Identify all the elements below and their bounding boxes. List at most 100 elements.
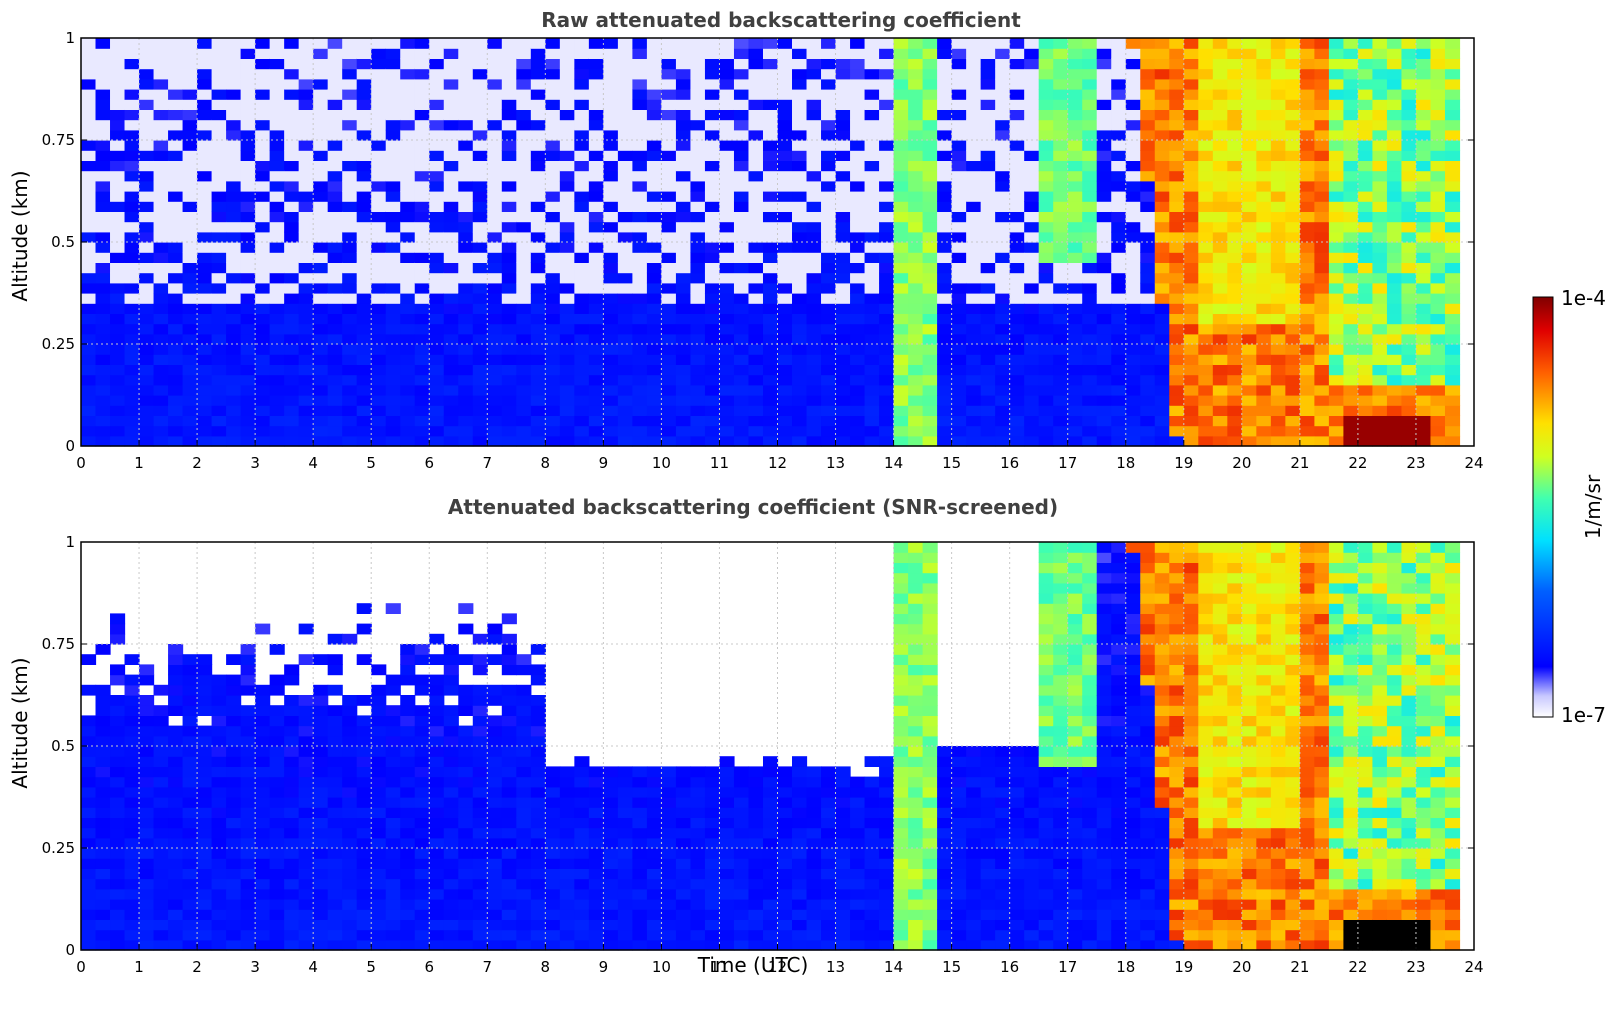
heatmap-cell — [835, 191, 851, 202]
heatmap-cell — [371, 405, 387, 416]
heatmap-cell — [1169, 282, 1185, 294]
heatmap-cell — [1096, 191, 1112, 202]
heatmap-cell — [937, 293, 953, 304]
heatmap-cell — [211, 807, 227, 818]
heatmap-cell — [1140, 109, 1156, 121]
heatmap-cell — [617, 262, 633, 274]
heatmap-cell — [646, 231, 663, 243]
heatmap-cell — [342, 119, 358, 131]
heatmap-cell — [559, 797, 575, 808]
x-tick-label: 12 — [768, 454, 787, 472]
heatmap-cell — [1067, 99, 1083, 110]
heatmap-cell — [908, 262, 924, 274]
heatmap-cell — [153, 878, 169, 890]
heatmap-cell — [400, 405, 416, 416]
heatmap-cell — [211, 364, 227, 376]
heatmap-cell — [1386, 180, 1403, 192]
heatmap-cell — [501, 354, 517, 365]
heatmap-cell — [1343, 293, 1359, 304]
heatmap-cell — [313, 364, 329, 376]
heatmap-cell — [342, 725, 358, 737]
heatmap-cell — [168, 746, 184, 757]
heatmap-cell — [298, 170, 314, 182]
heatmap-cell — [719, 78, 735, 90]
heatmap-cell — [1386, 323, 1403, 335]
heatmap-cell — [675, 405, 692, 416]
heatmap-cell — [603, 415, 619, 427]
heatmap-cell — [1444, 150, 1461, 161]
heatmap-cell — [139, 766, 155, 778]
heatmap-cell — [1024, 313, 1040, 325]
heatmap-cell — [1314, 129, 1330, 141]
heatmap-cell — [284, 705, 300, 716]
heatmap-cell — [675, 58, 692, 70]
heatmap-cell — [1241, 354, 1257, 365]
heatmap-cell — [95, 878, 111, 890]
heatmap-cell — [1154, 48, 1170, 59]
heatmap-cell — [937, 333, 953, 345]
heatmap-cell — [995, 344, 1011, 355]
heatmap-cell — [748, 78, 764, 90]
heatmap-cell — [327, 929, 343, 941]
heatmap-cell — [1357, 395, 1374, 406]
heatmap-cell — [95, 909, 111, 920]
heatmap-cell — [168, 827, 184, 839]
heatmap-cell — [835, 293, 851, 304]
heatmap-cell — [1154, 395, 1170, 406]
heatmap-cell — [617, 415, 633, 427]
heatmap-cell — [1386, 262, 1403, 274]
heatmap-cell — [1024, 252, 1040, 263]
heatmap-cell — [313, 262, 329, 274]
heatmap-cell — [690, 837, 706, 849]
heatmap-cell — [487, 735, 503, 747]
heatmap-cell — [487, 38, 503, 49]
heatmap-cell — [139, 674, 155, 686]
heatmap-cell — [574, 776, 590, 788]
heatmap-cell — [458, 415, 474, 427]
heatmap-cell — [139, 129, 155, 141]
heatmap-cell — [400, 180, 416, 192]
heatmap-cell — [1415, 160, 1432, 172]
heatmap-cell — [472, 715, 488, 727]
heatmap-cell — [139, 395, 155, 406]
heatmap-cell — [240, 878, 256, 890]
heatmap-cell — [429, 293, 445, 304]
heatmap-cell — [429, 858, 445, 869]
heatmap-cell — [81, 776, 97, 788]
heatmap-cell — [545, 150, 561, 161]
heatmap-cell — [1444, 109, 1461, 121]
heatmap-cell — [1140, 48, 1156, 59]
heatmap-cell — [1415, 68, 1432, 80]
heatmap-cell — [197, 252, 213, 263]
heatmap-cell — [385, 797, 401, 808]
heatmap-cell — [400, 48, 416, 59]
heatmap-cell — [1357, 68, 1374, 80]
heatmap-cell — [110, 119, 126, 131]
heatmap-cell — [255, 837, 271, 849]
heatmap-cell — [226, 78, 242, 90]
heatmap-cell — [1154, 150, 1170, 161]
heatmap-cell — [792, 99, 808, 110]
heatmap-cell — [559, 364, 575, 376]
heatmap-cell — [574, 78, 590, 90]
heatmap-cell — [81, 425, 97, 437]
heatmap-cell — [284, 664, 300, 676]
x-tick-label: 4 — [308, 454, 318, 472]
heatmap-cell — [226, 674, 242, 686]
heatmap-cell — [1415, 282, 1432, 294]
heatmap-cell — [269, 858, 285, 869]
heatmap-cell — [704, 405, 721, 416]
heatmap-cell — [1343, 303, 1359, 314]
heatmap-cell — [588, 201, 604, 212]
heatmap-cell — [1256, 282, 1272, 294]
heatmap-cell — [516, 231, 532, 243]
heatmap-cell — [530, 89, 546, 100]
heatmap-cell — [81, 858, 97, 869]
heatmap-cell — [1357, 435, 1374, 447]
heatmap-cell — [443, 170, 459, 182]
heatmap-cell — [414, 878, 430, 890]
heatmap-cell — [937, 180, 953, 192]
heatmap-cell — [197, 786, 213, 798]
heatmap-cell — [1270, 48, 1286, 59]
heatmap-cell — [429, 191, 445, 202]
